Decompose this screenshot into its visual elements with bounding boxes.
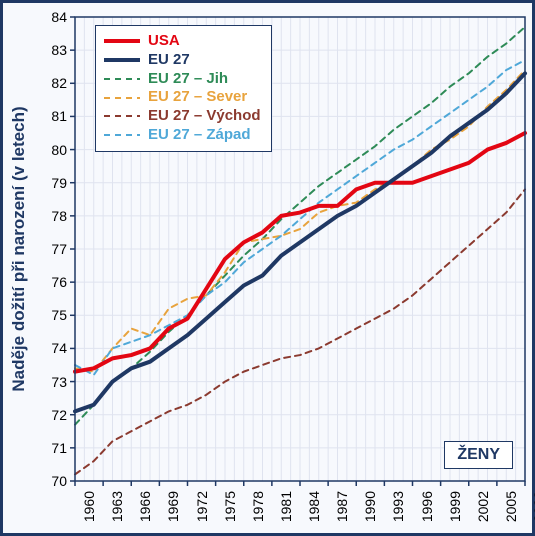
gender-badge: ŽENY [444,441,513,469]
x-tick-label: 1981 [278,491,294,531]
y-tick-label: 77 [37,241,67,257]
legend-label: EU 27 – Západ [148,126,251,145]
x-tick-label: 1984 [306,491,322,531]
y-tick-label: 82 [37,75,67,91]
x-tick-label: 2008 [531,491,535,531]
legend-swatch [104,72,140,86]
legend: USAEU 27EU 27 – JihEU 27 – SeverEU 27 – … [95,25,272,152]
y-tick-label: 79 [37,175,67,191]
x-tick-label: 1969 [165,491,181,531]
x-tick-label: 2002 [475,491,491,531]
legend-label: EU 27 – Sever [148,88,247,107]
legend-label: USA [148,32,180,51]
chart-frame: Naděje dožití při narození (v letech) 70… [0,0,535,536]
x-tick-label: 1975 [222,491,238,531]
legend-item: EU 27 [104,51,261,70]
x-tick-label: 1963 [109,491,125,531]
x-tick-label: 1999 [447,491,463,531]
x-tick-label: 1987 [334,491,350,531]
legend-label: EU 27 – Jih [148,70,228,89]
legend-item: EU 27 – Jih [104,70,261,89]
legend-swatch [104,53,140,67]
y-tick-label: 81 [37,108,67,124]
y-tick-label: 76 [37,274,67,290]
legend-swatch [104,91,140,105]
y-tick-label: 80 [37,142,67,158]
x-tick-label: 1993 [390,491,406,531]
y-tick-label: 72 [37,407,67,423]
x-tick-label: 1960 [81,491,97,531]
legend-label: EU 27 [148,51,190,70]
legend-item: EU 27 – Sever [104,88,261,107]
x-tick-label: 1966 [137,491,153,531]
y-axis-label: Naděje dožití při narození (v letech) [9,106,29,391]
y-tick-label: 74 [37,340,67,356]
x-tick-label: 1978 [250,491,266,531]
gender-badge-label: ŽENY [457,446,500,463]
y-tick-label: 71 [37,440,67,456]
legend-item: EU 27 – Východ [104,107,261,126]
y-tick-label: 70 [37,473,67,489]
y-tick-label: 83 [37,42,67,58]
x-tick-label: 1996 [419,491,435,531]
legend-item: USA [104,32,261,51]
legend-swatch [104,128,140,142]
x-tick-label: 1990 [362,491,378,531]
x-tick-label: 1972 [194,491,210,531]
legend-swatch [104,34,140,48]
legend-label: EU 27 – Východ [148,107,261,126]
y-tick-label: 73 [37,374,67,390]
legend-item: EU 27 – Západ [104,126,261,145]
y-tick-label: 78 [37,208,67,224]
y-tick-label: 84 [37,9,67,25]
x-tick-label: 2005 [503,491,519,531]
legend-swatch [104,109,140,123]
y-tick-label: 75 [37,307,67,323]
